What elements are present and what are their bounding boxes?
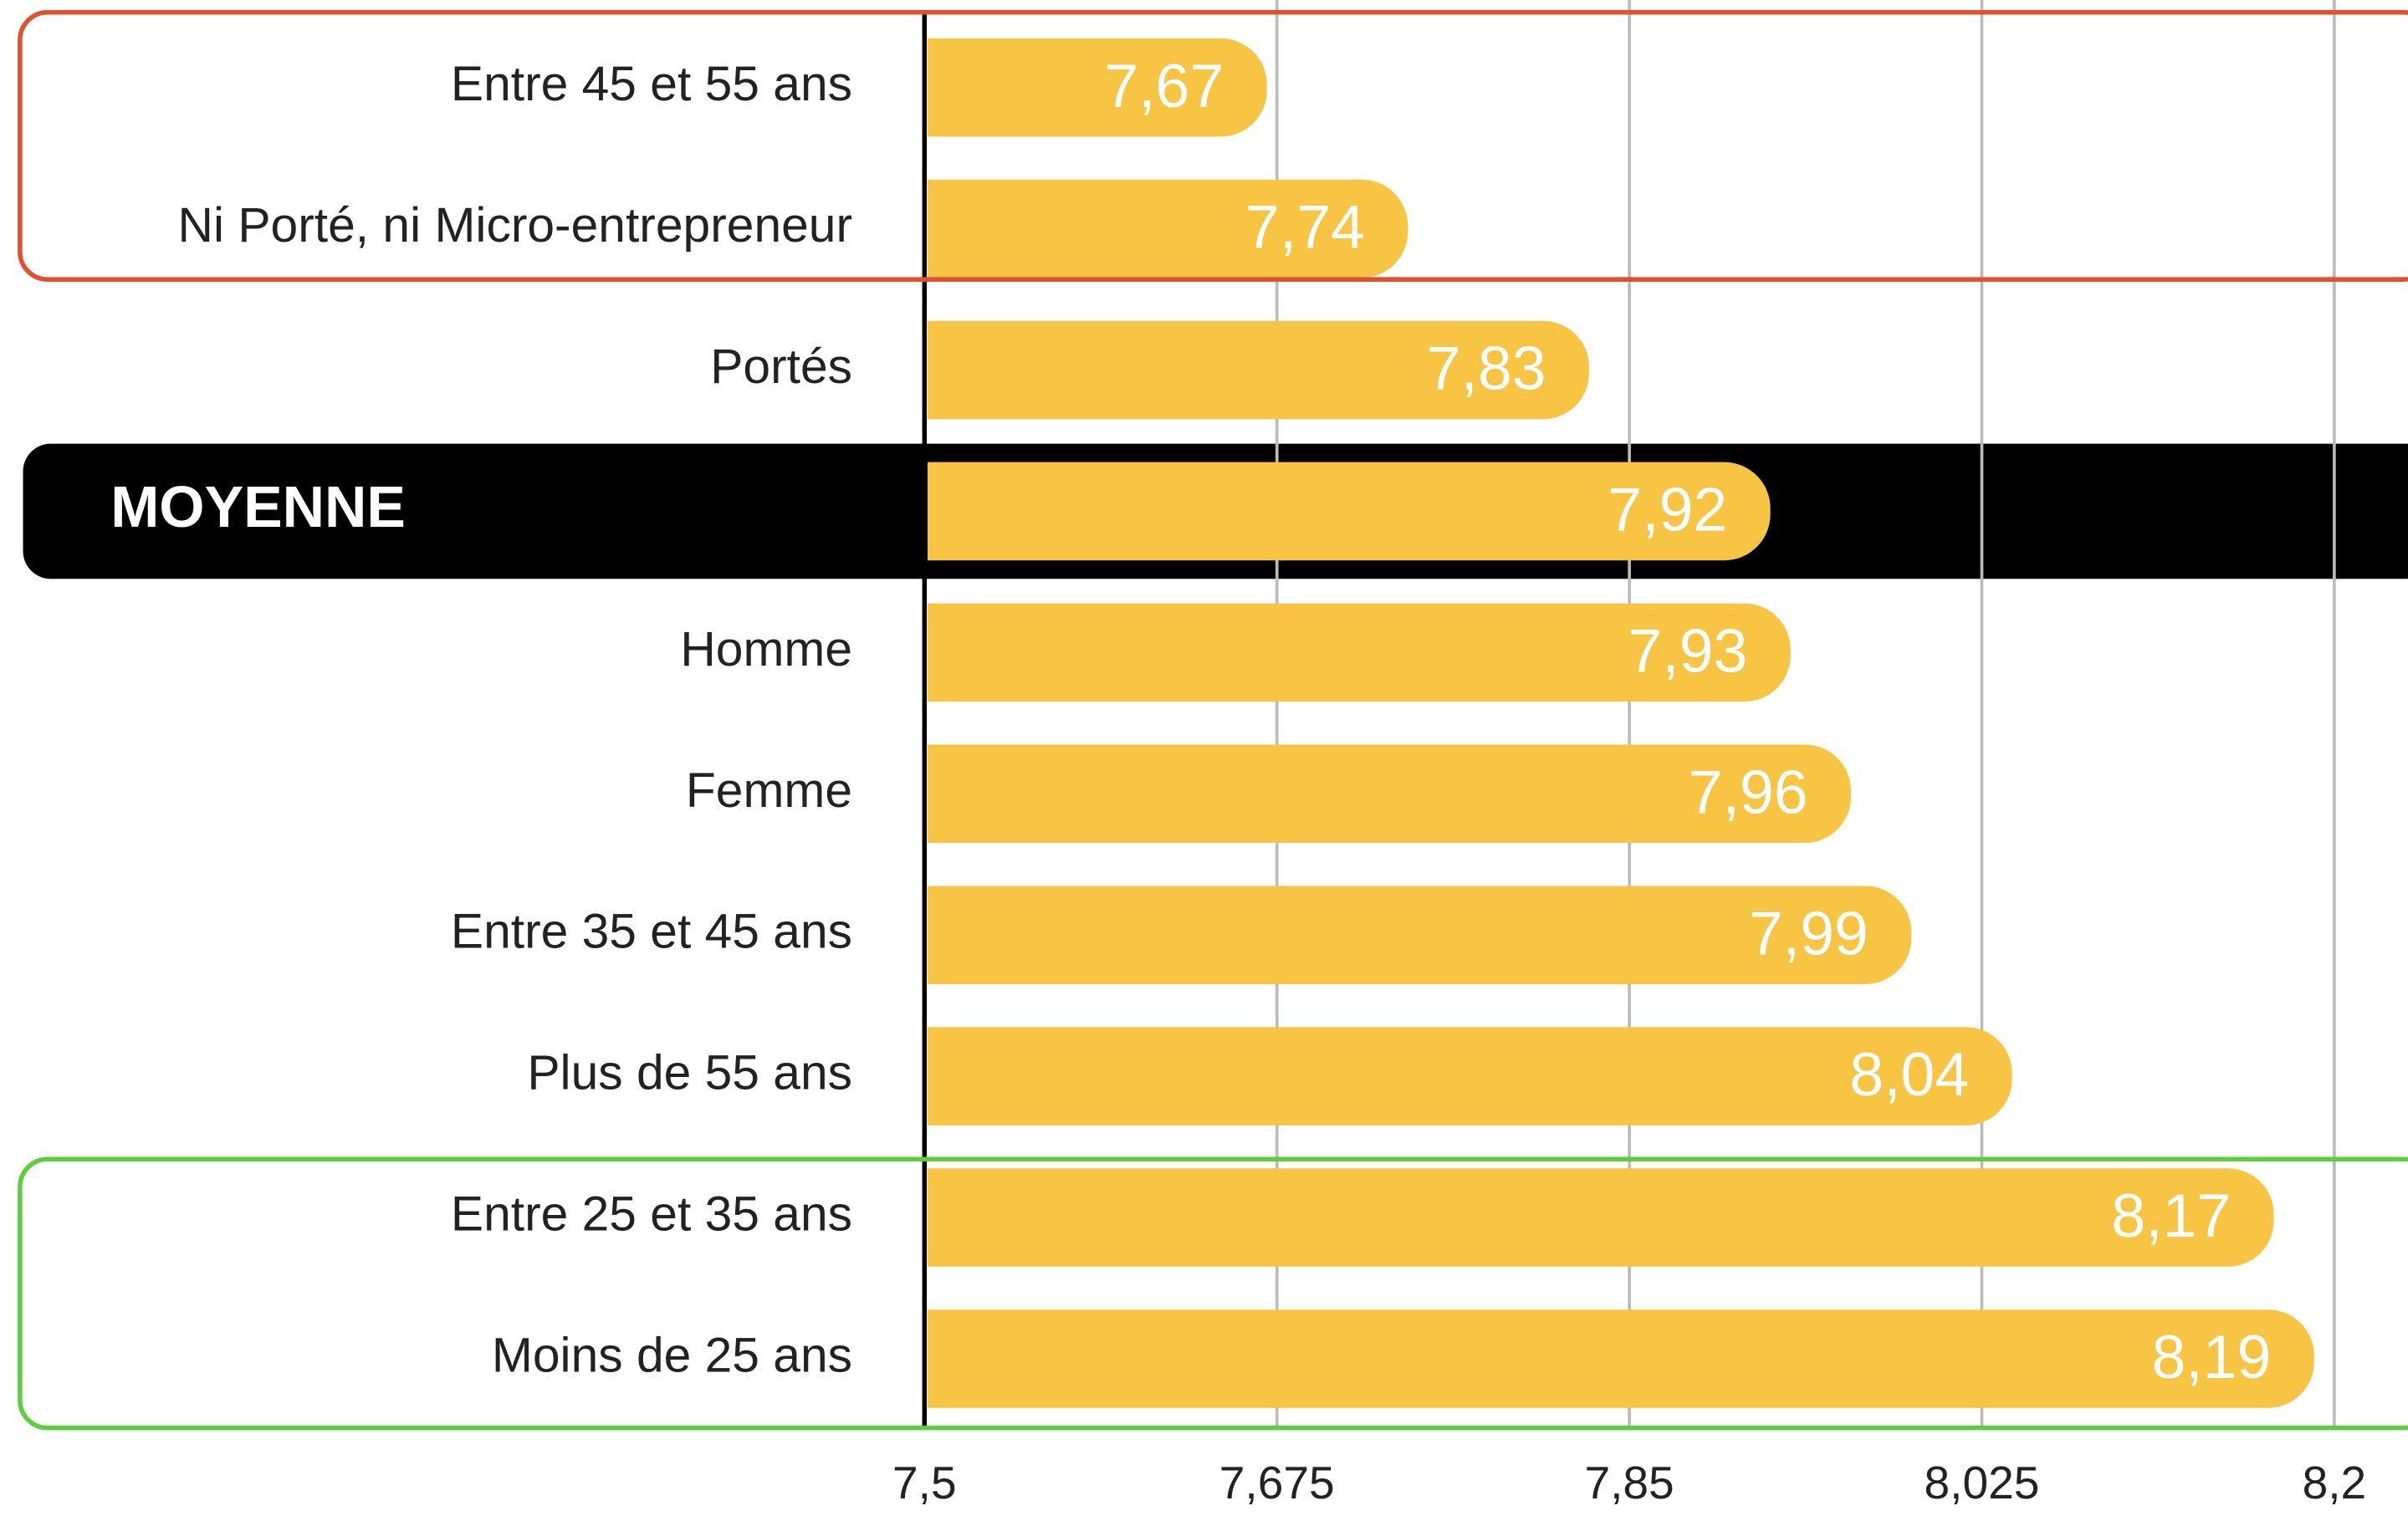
bar: [928, 179, 1409, 278]
category-label: Entre 45 et 55 ans: [451, 57, 852, 111]
x-tick-label: 7,5: [892, 1457, 957, 1508]
bar: [928, 320, 1589, 420]
category-label: Portés: [710, 339, 852, 394]
x-tick-label: 7,675: [1219, 1457, 1335, 1508]
category-label: Entre 25 et 35 ans: [451, 1187, 852, 1242]
value-label: 8,04: [1849, 1040, 1969, 1109]
value-label: 7,93: [1628, 616, 1747, 685]
value-label: 7,96: [1689, 758, 1808, 826]
bar: [928, 886, 1912, 984]
bar: [928, 38, 1267, 137]
value-label: 7,74: [1245, 193, 1365, 262]
value-label: 7,92: [1608, 476, 1727, 544]
bar: [928, 1309, 2314, 1408]
bar: [928, 1168, 2274, 1267]
highlight-box-green: [18, 1156, 2408, 1431]
category-label: Homme: [680, 622, 852, 676]
category-label: Entre 35 et 45 ans: [451, 905, 852, 959]
bar: [928, 1027, 2012, 1126]
category-label: MOYENNE: [110, 474, 406, 539]
category-label: Femme: [686, 763, 852, 818]
category-label: Ni Porté, ni Micro-entrepreneur: [178, 198, 853, 253]
x-tick-label: 7,85: [1584, 1457, 1674, 1508]
category-label: Moins de 25 ans: [492, 1328, 852, 1382]
value-label: 7,67: [1104, 52, 1224, 120]
value-label: 8,17: [2111, 1182, 2231, 1250]
value-label: 8,19: [2151, 1323, 2271, 1391]
bar: [928, 462, 1771, 561]
highlight-box-red: [18, 9, 2408, 282]
bar: [928, 744, 1851, 844]
value-label: 7,99: [1749, 899, 1869, 967]
x-tick-label: 8,025: [1925, 1457, 2040, 1508]
value-label: 7,83: [1427, 334, 1547, 403]
x-tick-label: 8,2: [2303, 1457, 2367, 1508]
bar: [928, 603, 1791, 702]
category-label: Plus de 55 ans: [527, 1046, 852, 1100]
